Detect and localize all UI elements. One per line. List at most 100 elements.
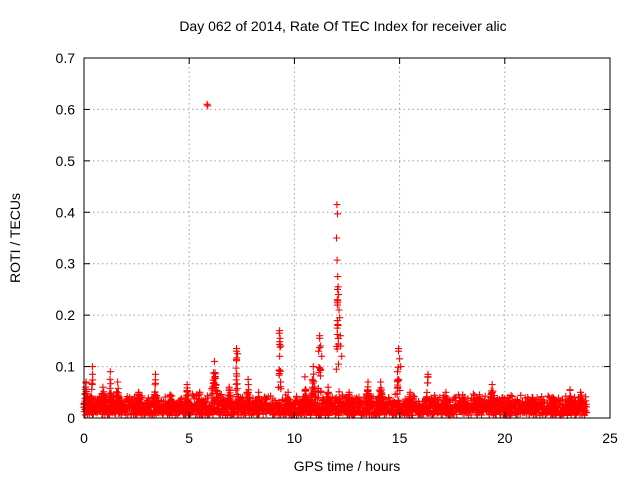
data-point: [404, 402, 412, 410]
data-point: [478, 403, 486, 411]
x-tick-label: 15: [392, 430, 408, 446]
y-tick-label: 0.4: [56, 204, 76, 220]
data-point: [89, 395, 97, 403]
x-axis-label: GPS time / hours: [294, 458, 401, 474]
data-point: [566, 394, 574, 402]
data-point: [276, 343, 284, 351]
data-point: [582, 407, 590, 415]
data-point: [292, 392, 300, 400]
data-point: [183, 381, 191, 389]
data-point: [207, 391, 215, 399]
data-point: [419, 410, 427, 418]
ticks-layer: [83, 57, 611, 419]
data-point: [577, 396, 585, 404]
data-point: [134, 394, 142, 402]
data-point: [531, 407, 539, 415]
data-point: [344, 399, 352, 407]
data-point: [363, 397, 371, 405]
data-point: [577, 388, 585, 396]
y-tick-label: 0.1: [56, 359, 76, 375]
data-point: [211, 386, 219, 394]
data-point: [333, 296, 341, 304]
data-point: [301, 373, 309, 381]
data-point: [106, 384, 114, 392]
data-point: [85, 404, 93, 412]
y-tick-label: 0.6: [56, 101, 76, 117]
data-point: [81, 400, 89, 408]
data-point: [307, 400, 315, 408]
y-axis-label: ROTI / TECUs: [7, 193, 23, 283]
data-point: [137, 401, 145, 409]
data-point: [307, 391, 315, 399]
data-point: [106, 375, 114, 383]
data-point: [478, 411, 486, 419]
data-point: [338, 352, 346, 360]
data-point: [211, 373, 219, 381]
data-point: [302, 393, 310, 401]
data-point: [152, 393, 160, 401]
data-point: [316, 334, 324, 342]
data-point: [540, 398, 548, 406]
data-point: [442, 388, 450, 396]
data-point: [257, 404, 265, 412]
data-point: [548, 400, 556, 408]
data-point: [198, 405, 206, 413]
data-point: [343, 403, 351, 411]
data-point: [276, 334, 284, 342]
data-point: [422, 403, 430, 411]
data-point: [423, 397, 431, 405]
data-point: [310, 370, 318, 378]
data-point: [525, 408, 533, 416]
data-point: [309, 363, 317, 371]
data-point: [408, 401, 416, 409]
data-point: [277, 385, 285, 393]
x-tick-label: 5: [185, 430, 193, 446]
data-point: [232, 364, 240, 372]
data-point: [89, 370, 97, 378]
data-point: [366, 398, 374, 406]
data-point: [444, 403, 452, 411]
data-point: [456, 407, 464, 415]
data-point: [457, 402, 465, 410]
data-point: [507, 403, 515, 411]
data-point: [210, 357, 218, 365]
data-point: [209, 382, 217, 390]
data-point: [527, 399, 535, 407]
data-point: [203, 100, 211, 108]
data-point: [275, 329, 283, 337]
y-tick-label: 0.7: [56, 50, 76, 66]
data-point: [485, 403, 493, 411]
data-point: [333, 256, 341, 264]
data-point: [164, 405, 172, 413]
tick-labels-layer: 0 5 10 15 20 25 0 0.1 0.2 0.3 0.4 0.5 0.6 0.7: [56, 50, 618, 446]
data-point: [334, 283, 342, 291]
data-point: [132, 404, 140, 412]
data-point: [490, 395, 498, 403]
data-point: [322, 401, 330, 409]
grid-layer: [84, 58, 610, 418]
x-tick-label: 25: [602, 430, 618, 446]
data-point: [135, 388, 143, 396]
data-point: [225, 383, 233, 391]
data-point: [114, 378, 122, 386]
data-point: [505, 393, 513, 401]
data-point: [575, 404, 583, 412]
y-tick-label: 0: [67, 410, 75, 426]
data-point: [196, 399, 204, 407]
data-point: [385, 395, 393, 403]
data-point: [244, 375, 252, 383]
data-point: [252, 406, 260, 414]
data-point: [334, 273, 342, 281]
data-point: [547, 403, 555, 411]
data-point: [136, 398, 144, 406]
data-point: [181, 403, 189, 411]
data-point: [508, 393, 516, 401]
data-point: [337, 342, 345, 350]
data-point: [101, 403, 109, 411]
data-point: [253, 403, 261, 411]
plot-frame: [83, 57, 611, 419]
data-point: [105, 400, 113, 408]
data-point: [211, 370, 219, 378]
data-point: [88, 363, 96, 371]
